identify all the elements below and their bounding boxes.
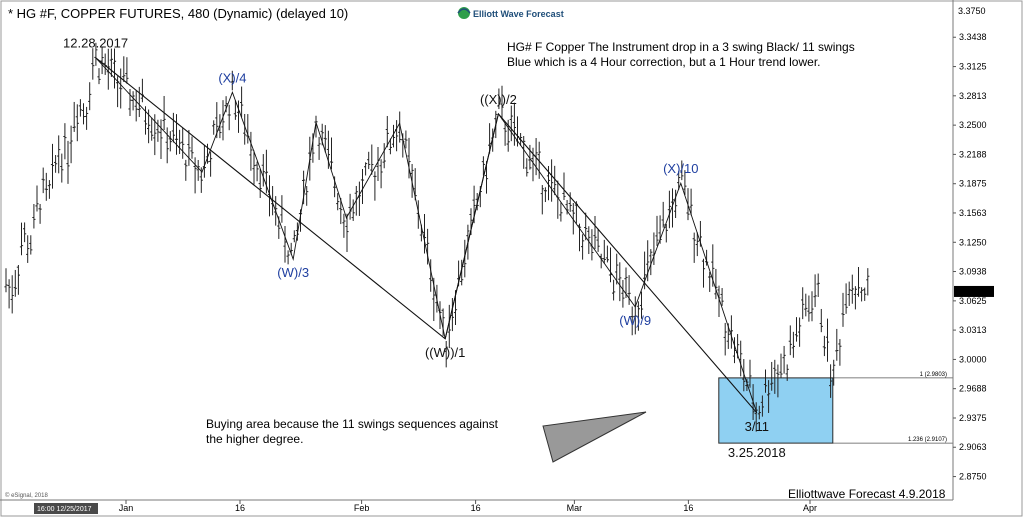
fib-level-label: 1.236 (2.9107) bbox=[908, 437, 947, 443]
credit-text: Elliottwave Forecast 4.9.2018 bbox=[788, 487, 946, 501]
wave-lines-layer bbox=[95, 57, 758, 414]
last-price-label: 3.0720 bbox=[957, 287, 985, 297]
wave-label: (W)/3 bbox=[277, 265, 309, 280]
buying-note-line-1: Buying area because the 11 swings sequen… bbox=[206, 417, 499, 431]
brand-name: Elliott Wave Forecast bbox=[473, 9, 564, 19]
wave-label: ((W))/1 bbox=[425, 345, 465, 360]
y-tick-label: 2.9375 bbox=[959, 413, 987, 423]
wave-label: (X)/4 bbox=[218, 70, 246, 85]
labels-layer: 12.28.2017 (X)/4 (W)/3 ((X))/2 ((W))/1 (W)/9 (… bbox=[63, 36, 786, 460]
blue-wave-line bbox=[95, 57, 758, 413]
callout-pointer bbox=[542, 411, 647, 463]
date-readout: 16:00 12/25/2017 bbox=[37, 506, 92, 513]
y-tick-label: 3.2500 bbox=[959, 120, 987, 130]
wave-label: 3/11 bbox=[745, 419, 769, 434]
y-tick-label: 3.1875 bbox=[959, 179, 987, 189]
chart-title: * HG #F, COPPER FUTURES, 480 (Dynamic) (… bbox=[8, 6, 348, 21]
y-tick-label: 3.1563 bbox=[959, 208, 987, 218]
y-tick-label: 3.0938 bbox=[959, 267, 987, 277]
date-readout-box bbox=[34, 503, 98, 514]
brand-logo: Elliott Wave Forecast bbox=[457, 7, 564, 19]
price-bars-layer bbox=[4, 42, 870, 432]
fib-level-label: 1 (2.9803) bbox=[920, 372, 947, 378]
last-price-badge bbox=[954, 285, 994, 297]
x-tick-label: Feb bbox=[354, 503, 370, 513]
y-axis-top-label: 3.3750 bbox=[958, 6, 986, 16]
buying-area-box bbox=[718, 377, 834, 444]
wave-label: 3.25.2018 bbox=[728, 445, 786, 460]
y-tick-label: 3.3438 bbox=[959, 32, 987, 42]
y-tick-label: 3.3125 bbox=[959, 62, 987, 72]
y-tick-label: 2.9063 bbox=[959, 442, 987, 452]
wave-label: 12.28.2017 bbox=[63, 36, 128, 51]
esignal-credit: © eSignal, 2018 bbox=[5, 492, 48, 499]
buying-note-line-2: the higher degree. bbox=[206, 432, 303, 446]
x-tick-label: Jan bbox=[119, 503, 134, 513]
wave-label: ((X))/2 bbox=[480, 92, 517, 107]
brand-globe-arc bbox=[457, 8, 471, 14]
y-tick-label: 2.9688 bbox=[959, 384, 987, 394]
y-tick-label: 3.1250 bbox=[959, 237, 987, 247]
wave-label: (W)/9 bbox=[619, 313, 651, 328]
y-tick-label: 3.2188 bbox=[959, 149, 987, 159]
x-tick-label: 16 bbox=[235, 503, 245, 513]
x-tick-label: Apr bbox=[803, 503, 817, 513]
annotation-line-1: HG# F Copper The Instrument drop in a 3 … bbox=[507, 40, 855, 54]
x-tick-label: 16 bbox=[683, 503, 693, 513]
y-tick-label: 2.8750 bbox=[959, 472, 987, 482]
wave-label: (X)/10 bbox=[663, 161, 698, 176]
x-tick-label: 16 bbox=[471, 503, 481, 513]
x-tick-label: Mar bbox=[567, 503, 583, 513]
y-tick-label: 3.0000 bbox=[959, 354, 987, 364]
annotation-line-2: Blue which is a 4 Hour correction, but a… bbox=[507, 55, 821, 69]
y-tick-label: 3.0625 bbox=[959, 296, 987, 306]
y-tick-label: 3.2813 bbox=[959, 91, 987, 101]
y-tick-label: 3.0313 bbox=[959, 325, 987, 335]
buying-area-layer: 1 (2.9803) 1.236 (2.9107) bbox=[718, 372, 953, 444]
